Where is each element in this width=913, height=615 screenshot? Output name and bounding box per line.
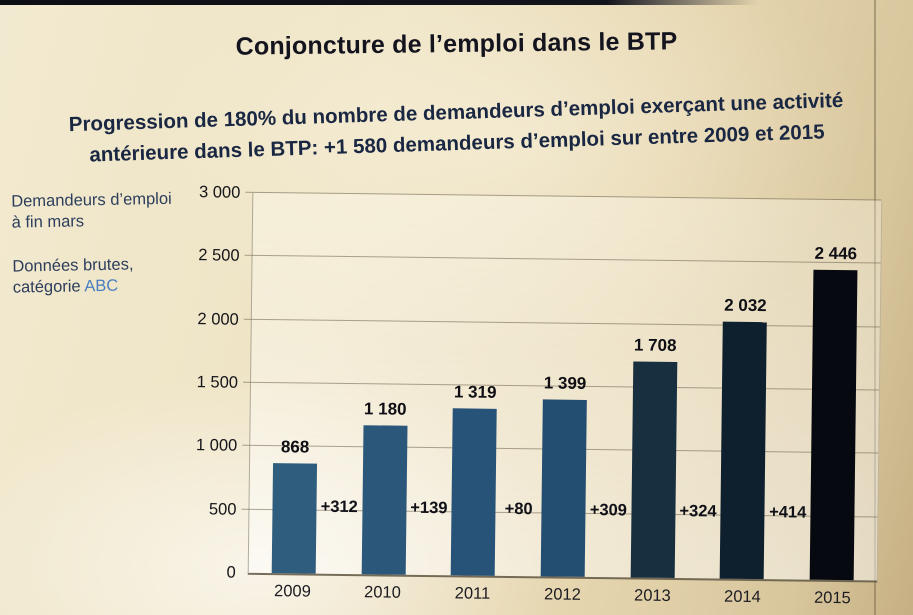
delta-label: +414 — [769, 502, 807, 522]
bar-value-label: 2 032 — [724, 295, 767, 315]
delta-label: +312 — [320, 497, 358, 516]
plot-area: 868 1 180 1 319 1 399 1 708 2 032 2 446 +312 +13… — [241, 191, 883, 583]
y-axis: 0 500 1 000 1 500 2 000 2 500 3 000 — [138, 183, 253, 581]
bar — [361, 424, 408, 575]
delta-label: +80 — [504, 499, 533, 518]
slide-subtitle: Progression de 180% du nombre de demande… — [7, 84, 905, 174]
bar — [271, 463, 317, 574]
side-note-line: à fin mars — [11, 212, 85, 233]
photo-right-edge — [874, 0, 876, 615]
bar-value-label: 1 180 — [363, 398, 407, 419]
photo-top-border — [0, 0, 758, 5]
x-axis: 2009 2010 2011 2012 2013 2014 2015 — [247, 573, 877, 613]
x-tick-label: 2015 — [813, 588, 851, 608]
bar-value-label: 2 446 — [814, 243, 858, 264]
bar — [720, 321, 768, 580]
x-tick-label: 2010 — [364, 583, 401, 602]
delta-label: +324 — [679, 501, 717, 521]
category-abc-label: ABC — [84, 277, 119, 296]
gridline — [244, 255, 881, 264]
delta-label: +139 — [410, 498, 448, 517]
y-tick-label: 2 000 — [197, 309, 239, 329]
y-tick-label: 3 000 — [198, 183, 241, 202]
bar-chart: 0 500 1 000 1 500 2 000 2 500 3 000 868 1 180 1 … — [138, 183, 883, 607]
x-tick-label: 2011 — [454, 584, 491, 603]
y-tick-label: 500 — [208, 500, 237, 519]
y-tick-label: 1 000 — [195, 436, 238, 456]
x-tick-label: 2009 — [274, 582, 311, 601]
bar — [809, 269, 858, 581]
x-tick-label: 2013 — [633, 586, 671, 605]
slide-title: Conjoncture de l’emploi dans le BTP — [235, 27, 678, 61]
bar-value-label: 1 708 — [633, 335, 677, 355]
bar — [450, 408, 498, 576]
gridline — [243, 318, 880, 328]
bar — [630, 361, 678, 579]
side-note-line: Données brutes, — [12, 255, 134, 276]
gridline — [245, 191, 882, 201]
y-tick-label: 1 500 — [196, 373, 239, 392]
y-tick-label: 2 500 — [198, 246, 240, 266]
bar-value-label: 1 319 — [453, 382, 497, 402]
delta-label: +309 — [589, 500, 628, 520]
x-tick-label: 2012 — [543, 585, 581, 604]
x-tick-label: 2014 — [723, 587, 761, 607]
bar-value-label: 868 — [280, 437, 310, 457]
y-tick-label: 0 — [226, 563, 236, 582]
side-note-line: catégorie — [12, 277, 85, 297]
bar-value-label: 1 399 — [543, 373, 587, 393]
bar — [540, 399, 587, 577]
